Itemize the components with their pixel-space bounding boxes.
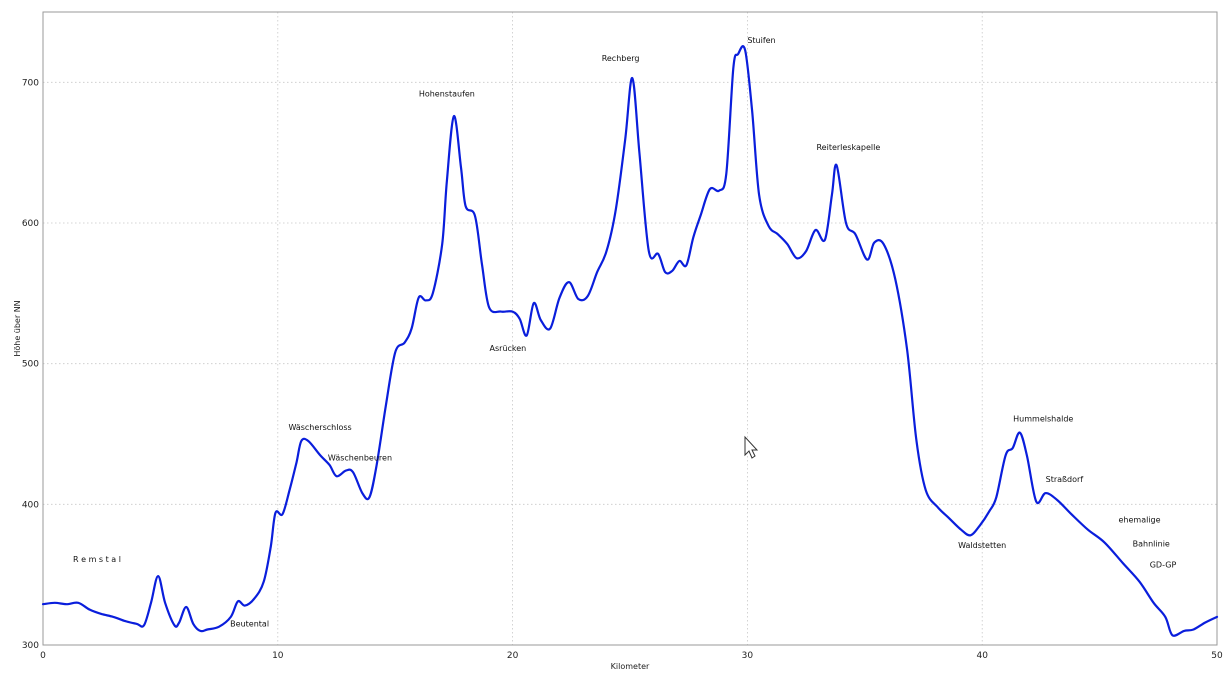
x-tick-label: 10 (272, 651, 284, 661)
annotation-label: Asrücken (490, 344, 527, 353)
annotation-label: ehemalige (1118, 516, 1160, 525)
annotation-label: Rechberg (602, 54, 640, 63)
grid-lines (43, 12, 1217, 645)
annotation-label: R e m s t a l (73, 555, 121, 564)
x-tick-label: 0 (40, 651, 46, 661)
x-tick-label: 40 (976, 651, 988, 661)
y-tick-label: 300 (22, 641, 39, 651)
x-tick-label: 30 (742, 651, 754, 661)
y-axis-label: Höhe über NN (13, 300, 22, 356)
x-tick-label: 20 (507, 651, 519, 661)
elevation-line (41, 45, 1219, 637)
plot-frame (42, 11, 1218, 646)
annotation-label: Straßdorf (1046, 475, 1084, 484)
annotation-label: GD-GP (1150, 561, 1177, 570)
x-axis-label: Kilometer (611, 662, 650, 671)
annotation-label: Bahnlinie (1133, 540, 1170, 549)
x-tick-label: 50 (1211, 651, 1223, 661)
annotation-label: Waldstetten (958, 541, 1006, 550)
y-tick-label: 500 (22, 360, 39, 370)
annotation-label: Reiterleskapelle (816, 143, 880, 152)
tick-labels: 0 10 20 30 40 50 300 400 500 600 700 (22, 78, 1223, 661)
annotation-label: Beutental (230, 620, 269, 629)
place-annotations: R e m s t a l Beutental Wäscherschloss Wäsc… (73, 36, 1176, 629)
annotation-label: Wäscherschloss (288, 423, 351, 432)
annotation-label: Hohenstaufen (419, 89, 475, 98)
annotation-label: Hummelshalde (1013, 414, 1073, 423)
y-tick-label: 700 (22, 78, 39, 88)
annotation-label: Wäschenbeuren (328, 454, 392, 463)
annotation-label: Stuifen (747, 36, 775, 45)
mouse-pointer-icon (744, 435, 759, 459)
y-tick-label: 600 (22, 219, 39, 229)
y-tick-label: 400 (22, 500, 39, 510)
